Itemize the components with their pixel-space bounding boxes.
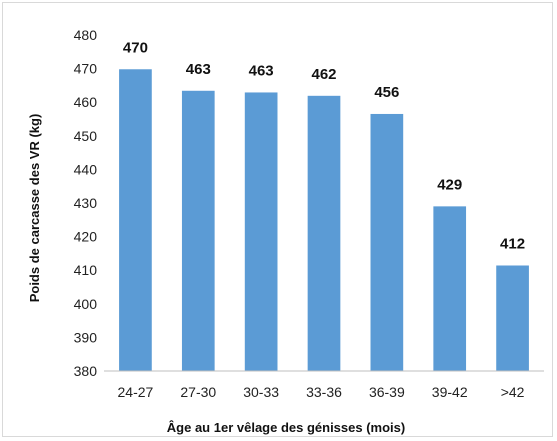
- y-tick-label: 380: [74, 363, 98, 379]
- y-tick-label: 390: [74, 329, 98, 345]
- y-tick-label: 450: [74, 128, 98, 144]
- y-tick-label: 430: [74, 195, 98, 211]
- data-label: 462: [311, 66, 336, 83]
- bar: [181, 90, 215, 371]
- y-axis-ticks: 380 390 400 410 420 430 440 450 460 470 480: [74, 27, 98, 379]
- y-tick-label: 470: [74, 61, 98, 77]
- x-tick-label: 30-33: [243, 384, 279, 400]
- y-tick-label: 410: [74, 262, 98, 278]
- x-tick-label: 33-36: [306, 384, 342, 400]
- data-label: 412: [500, 235, 525, 252]
- data-label: 456: [374, 84, 399, 101]
- bar: [370, 113, 404, 372]
- bar: [119, 69, 152, 371]
- y-tick-label: 420: [74, 229, 98, 245]
- bars: [119, 69, 529, 372]
- x-tick-label: 24-27: [118, 384, 154, 400]
- x-tick-label: 36-39: [369, 384, 405, 400]
- y-tick-label: 440: [74, 161, 98, 177]
- x-axis-ticks: 24-27 27-30 30-33 33-36 36-39 39-42 >42: [118, 384, 525, 400]
- data-label: 470: [123, 39, 148, 56]
- bar: [244, 92, 278, 372]
- y-tick-label: 460: [74, 94, 98, 110]
- data-label: 463: [186, 61, 211, 78]
- x-tick-label: 39-42: [432, 384, 468, 400]
- x-tick-label: 27-30: [180, 384, 216, 400]
- y-tick-label: 480: [74, 27, 98, 43]
- y-tick-label: 400: [74, 296, 98, 312]
- data-labels: 470 463 463 462 456 429 412: [123, 39, 525, 252]
- data-label: 429: [437, 176, 462, 193]
- data-label: 463: [249, 62, 274, 79]
- x-tick-label: >42: [501, 384, 525, 400]
- bar: [433, 206, 467, 371]
- y-axis-title: Poids de carcasse des VR (kg): [27, 114, 42, 303]
- bar: [496, 265, 529, 371]
- bar: [307, 95, 341, 371]
- x-axis-title: Âge au 1er vêlage des génisses (mois): [167, 420, 405, 435]
